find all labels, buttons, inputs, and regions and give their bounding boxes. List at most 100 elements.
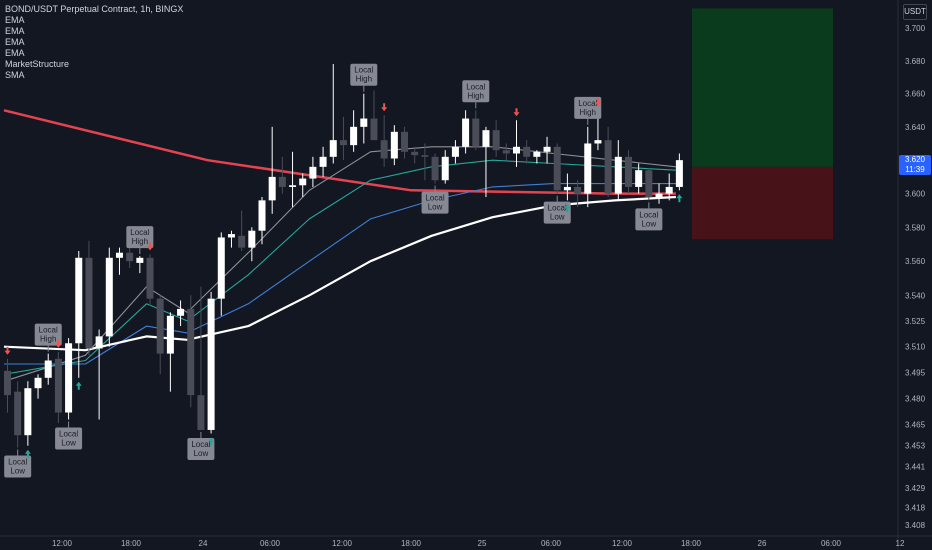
marker-label-line2: High	[132, 237, 148, 246]
price-tick-label: 3.465	[905, 421, 926, 430]
arrow-down-icon	[594, 98, 601, 107]
candle-body	[370, 118, 378, 141]
arrow-down-icon	[513, 108, 520, 117]
candle-body	[75, 257, 83, 344]
indicator-ema-4[interactable]: EMA	[5, 48, 25, 58]
candle-body	[390, 131, 398, 159]
price-tick-label: 3.540	[905, 291, 926, 300]
candle-body	[401, 131, 409, 152]
candle-body	[462, 118, 470, 147]
candle-body	[156, 298, 164, 354]
ma-line-2	[3, 159, 676, 375]
arrow-up-icon	[676, 194, 683, 203]
price-tick-label: 3.429	[905, 484, 926, 493]
candle-body	[319, 156, 327, 167]
indicator-market-structure[interactable]: MarketStructure	[5, 59, 70, 69]
candle-body	[574, 186, 582, 194]
candle-body	[502, 150, 510, 154]
candle-body	[350, 126, 358, 146]
candle-body	[105, 257, 113, 337]
candle-body	[207, 298, 215, 430]
candle-body	[115, 252, 123, 258]
candle-body	[553, 146, 561, 191]
marker-label-line2: Low	[641, 219, 656, 228]
arrow-up-icon	[564, 204, 571, 213]
candle-body	[614, 156, 622, 194]
marker-label-line1: Local	[578, 99, 597, 108]
candles	[4, 64, 683, 448]
candle-body	[278, 176, 286, 187]
marker-label-line2: Low	[550, 213, 565, 222]
stop-loss-zone	[692, 166, 833, 240]
arrow-up-icon	[75, 381, 82, 390]
candle-body	[136, 257, 144, 263]
candle-body	[309, 166, 317, 179]
time-tick-label: 12:00	[52, 539, 73, 548]
candle-body	[624, 156, 632, 187]
price-tick-label: 3.480	[905, 395, 926, 404]
price-tick-label: 3.560	[905, 257, 926, 266]
marker-label-line2: Low	[10, 466, 25, 475]
marker-label-line1: Local	[425, 194, 444, 203]
marker-label-line2: High	[468, 91, 484, 100]
price-tick-label: 3.680	[905, 57, 926, 66]
candle-body	[543, 146, 551, 152]
candle-body	[594, 140, 602, 144]
candle-body	[197, 395, 205, 430]
marker-box	[543, 201, 571, 224]
marker-box	[635, 208, 663, 231]
price-tick-label: 3.495	[905, 369, 926, 378]
marker-box	[421, 191, 449, 214]
candle-body	[85, 257, 93, 349]
time-tick-label: 18:00	[121, 539, 142, 548]
candle-body	[411, 151, 419, 156]
candle-body	[54, 358, 62, 413]
time-tick-label: 06:00	[541, 539, 562, 548]
candle-body	[44, 360, 52, 378]
candle-body	[523, 146, 531, 157]
indicator-sma[interactable]: SMA	[5, 70, 25, 80]
candle-body	[380, 140, 388, 159]
price-tick-label: 3.408	[905, 521, 926, 530]
candle-body	[421, 155, 429, 157]
indicator-ema-3[interactable]: EMA	[5, 37, 25, 47]
candle-body	[34, 377, 42, 389]
marker-label-line1: Local	[130, 228, 149, 237]
symbol-title[interactable]: BOND/USDT Perpetual Contract, 1h, BINGX	[5, 4, 184, 14]
candle-body	[299, 178, 307, 186]
indicator-ema-1[interactable]: EMA	[5, 15, 25, 25]
last-price-tag: 3.620 11:39	[899, 155, 931, 175]
currency-unit-button[interactable]: USDT	[903, 4, 927, 20]
candle-body	[360, 118, 368, 127]
marker-label-line1: Local	[191, 440, 210, 449]
marker-label-line1: Local	[354, 66, 373, 75]
take-profit-zone	[692, 8, 833, 167]
marker-label-line2: Low	[61, 438, 76, 447]
market-structure-markers: LocalHighLocalLowLocalLowLocalHighLocalL…	[4, 63, 663, 478]
marker-label-line1: Local	[8, 457, 27, 466]
marker-label-line1: Local	[59, 429, 78, 438]
price-tick-label: 3.580	[905, 223, 926, 232]
marker-box	[34, 323, 62, 346]
indicator-ema-2[interactable]: EMA	[5, 26, 25, 36]
marker-box	[126, 226, 154, 249]
marker-label-line2: Low	[428, 203, 443, 212]
time-tick-label: 06:00	[821, 539, 842, 548]
time-tick-label: 12:00	[612, 539, 633, 548]
candle-body	[289, 185, 297, 187]
price-tick-label: 3.510	[905, 343, 926, 352]
marker-label-line1: Local	[548, 204, 567, 213]
price-tick-label: 3.453	[905, 442, 926, 451]
marker-box	[462, 80, 490, 103]
last-price-value: 3.620	[904, 155, 926, 164]
candle-body	[635, 170, 643, 187]
ma-line-0	[3, 109, 676, 195]
candle-body	[217, 237, 225, 299]
marker-box	[4, 455, 32, 478]
marker-label-line2: High	[40, 335, 56, 344]
candle-body	[492, 130, 500, 151]
candle-body	[65, 343, 73, 413]
candle-body	[177, 308, 185, 316]
price-tick-label: 3.441	[905, 463, 926, 472]
